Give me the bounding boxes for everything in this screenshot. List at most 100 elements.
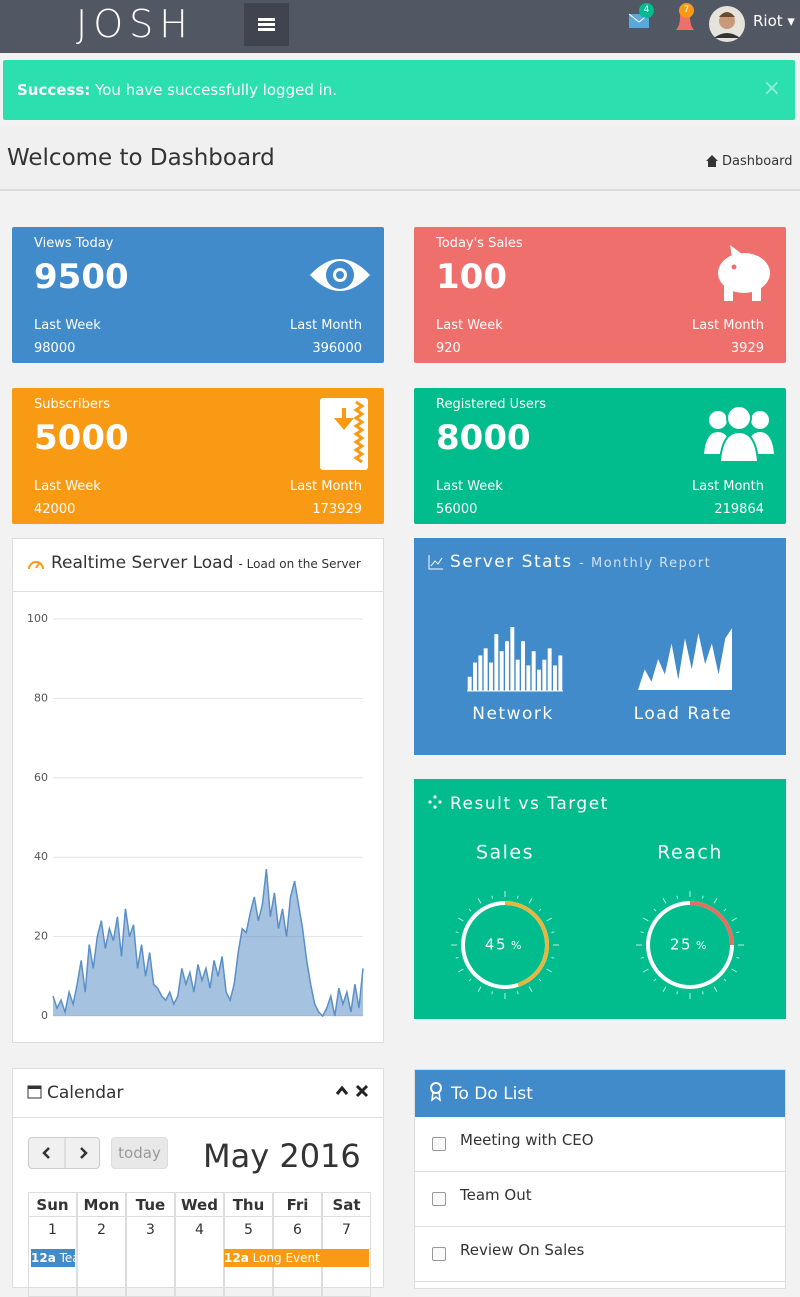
line bbox=[52, 869, 364, 1018]
stat-week: 98000 bbox=[34, 341, 76, 356]
spark-bar bbox=[473, 662, 477, 691]
gauge-tick bbox=[546, 968, 553, 973]
gauge-arc bbox=[504, 901, 549, 987]
menu-button[interactable] bbox=[244, 3, 289, 46]
gauge-tick bbox=[713, 897, 718, 904]
weekday: Fri bbox=[273, 1192, 322, 1217]
panel-title: Server Stats bbox=[450, 552, 573, 572]
gauge-tick bbox=[653, 978, 657, 982]
stat-month-label: Last Month bbox=[290, 318, 362, 333]
event[interactable]: 12a Tea bbox=[31, 1249, 75, 1267]
gauge-tick bbox=[491, 991, 494, 995]
gauge-tick bbox=[477, 897, 482, 904]
stat-week-label: Last Week bbox=[34, 479, 101, 494]
stat-week-label: Last Week bbox=[436, 479, 503, 494]
gauge-label: Sales bbox=[476, 842, 534, 864]
checkbox[interactable] bbox=[432, 1247, 446, 1261]
area bbox=[53, 869, 363, 1016]
gauge-tick bbox=[455, 931, 459, 934]
panel-title: To Do List bbox=[451, 1084, 533, 1104]
chart-icon bbox=[428, 555, 443, 570]
server-load-panel: Realtime Server Load - Load on the Serve… bbox=[12, 538, 384, 1043]
gauge-tick bbox=[551, 931, 555, 934]
month-title: May 2016 bbox=[203, 1137, 361, 1175]
gauge-tick bbox=[477, 986, 482, 993]
weekday: Sun bbox=[28, 1192, 77, 1217]
gauge-tick bbox=[642, 917, 649, 922]
checkbox[interactable] bbox=[432, 1192, 446, 1206]
todo-text: Meeting with CEO bbox=[460, 1131, 594, 1149]
y-tick-label: 40 bbox=[34, 850, 48, 863]
event-time: 12a bbox=[224, 1251, 249, 1265]
stat-month: 219864 bbox=[714, 502, 764, 517]
todo-item: Team Out bbox=[415, 1172, 785, 1227]
nav-buttons[interactable] bbox=[28, 1137, 100, 1169]
spark-bar bbox=[489, 662, 493, 691]
todo-icon bbox=[430, 1082, 442, 1102]
spark-area bbox=[638, 628, 732, 690]
event[interactable]: 12a Long Event bbox=[224, 1249, 369, 1267]
gauge-tick bbox=[653, 908, 657, 912]
gauge-tick bbox=[457, 917, 464, 922]
y-tick-label: 60 bbox=[34, 771, 48, 784]
y-tick-label: 20 bbox=[34, 930, 48, 943]
alert-badge: 7 bbox=[679, 3, 694, 18]
gauge-tick bbox=[676, 895, 679, 899]
gauge-tick bbox=[701, 895, 704, 899]
spark-bar bbox=[515, 659, 520, 691]
spark-bar bbox=[483, 648, 488, 691]
user-name[interactable]: Riot ▾ bbox=[753, 12, 795, 30]
y-tick-label: 80 bbox=[34, 691, 48, 704]
stat-week: 56000 bbox=[436, 502, 478, 517]
result-panel: Result vs Target Sales 45% Reach 25% bbox=[414, 779, 786, 1019]
spark-bar bbox=[478, 655, 483, 691]
stat-title: Views Today bbox=[34, 236, 114, 251]
stat-box: Registered Users 8000 Last Week 56000 Last… bbox=[414, 388, 786, 524]
gauge-tick bbox=[731, 917, 738, 922]
gauge-unit: % bbox=[511, 939, 521, 952]
spark-bar bbox=[526, 665, 531, 691]
gauge-tick bbox=[723, 978, 727, 982]
alert-close[interactable]: × bbox=[762, 76, 781, 101]
stat-week: 42000 bbox=[34, 502, 76, 517]
breadcrumb[interactable]: Dashboard bbox=[722, 154, 793, 169]
day-cell[interactable]: 4 bbox=[175, 1217, 224, 1297]
stat-title: Subscribers bbox=[34, 397, 110, 412]
today-button[interactable]: today bbox=[111, 1137, 168, 1169]
panel-controls[interactable] bbox=[335, 1083, 371, 1099]
gauge-tick bbox=[538, 908, 542, 912]
event-title: Long Event bbox=[252, 1251, 320, 1265]
spark-bar bbox=[521, 641, 525, 691]
calendar-panel: Calendar today May 2016 Sun Mon Tue Wed Thu F… bbox=[12, 1068, 384, 1297]
stat-value: 100 bbox=[436, 257, 507, 297]
gauge-tick bbox=[676, 991, 679, 995]
gauge-tick bbox=[516, 895, 519, 899]
gauge-tick bbox=[731, 968, 738, 973]
mail-badge: 4 bbox=[639, 3, 654, 18]
stat-week-label: Last Week bbox=[34, 318, 101, 333]
weekday: Thu bbox=[224, 1192, 273, 1217]
todo-panel: To Do List Meeting with CEO Team Out Revie… bbox=[414, 1069, 786, 1289]
spark-bar bbox=[499, 651, 504, 691]
day-cell[interactable]: 2 bbox=[77, 1217, 126, 1297]
gauge-tick bbox=[662, 986, 667, 993]
todo-text: Team Out bbox=[460, 1186, 532, 1204]
gauge-tick bbox=[538, 978, 542, 982]
stat-month-label: Last Month bbox=[692, 479, 764, 494]
gauge-tick bbox=[546, 917, 553, 922]
gauge-tick bbox=[640, 956, 644, 959]
panel-subtitle: - Monthly Report bbox=[579, 556, 712, 571]
success-alert: Success: You have successfully logged in… bbox=[3, 60, 795, 120]
stat-month-label: Last Month bbox=[290, 479, 362, 494]
spark-bar bbox=[558, 655, 563, 691]
avatar[interactable] bbox=[708, 4, 746, 44]
checkbox[interactable] bbox=[432, 1137, 446, 1151]
logo[interactable]: JOSH bbox=[76, 2, 194, 46]
stat-month: 3929 bbox=[730, 341, 764, 356]
y-tick-label: 0 bbox=[41, 1009, 48, 1022]
spark-bar bbox=[537, 669, 541, 691]
stat-box: Views Today 9500 Last Week 98000 Last Mont… bbox=[12, 227, 384, 363]
day-cell[interactable]: 3 bbox=[126, 1217, 175, 1297]
weekday: Wed bbox=[175, 1192, 224, 1217]
